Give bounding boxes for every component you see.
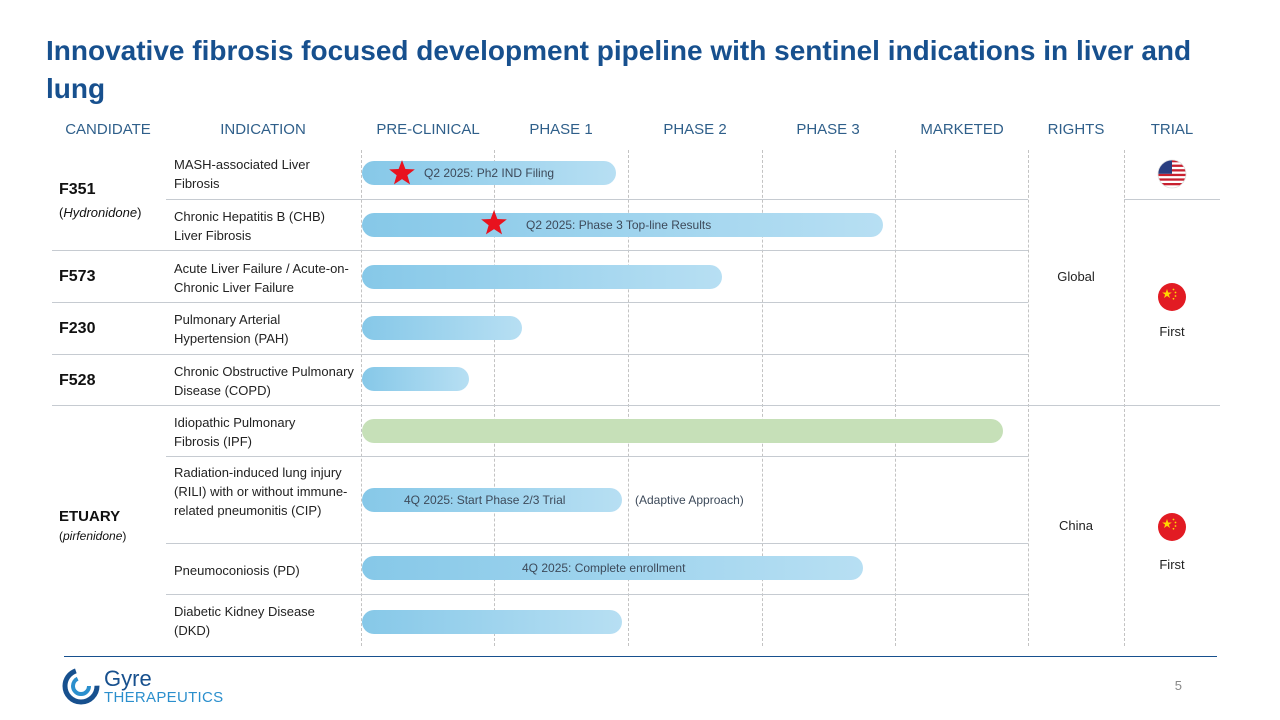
indication-alf: Acute Liver Failure / Acute-on-Chronic L… [174,261,349,295]
indication-ipf: Idiopathic Pulmonary Fibrosis (IPF) [174,415,296,449]
indication-chb: Chronic Hepatitis B (CHB) Liver Fibrosis [174,209,325,243]
progress-bar-copd [362,367,469,391]
row-divider [52,250,1028,251]
footer-divider [64,656,1217,657]
candidate-f351-generic: Hydronidone [63,205,138,220]
divider-phase1 [494,150,495,646]
header-rights: RIGHTS [1047,121,1105,138]
milestone-label: 4Q 2025: Complete enrollment [522,561,686,575]
row-divider [1124,199,1220,200]
header-phase2: PHASE 2 [663,121,727,138]
adaptive-approach-note: (Adaptive Approach) [635,493,744,507]
brand-name: Gyre [104,666,152,691]
row-divider [52,354,1028,355]
candidate-f351: F351 [59,181,96,198]
indication-copd: Chronic Obstructive Pulmonary Disease (C… [174,364,354,398]
progress-bar-ipf [362,419,1003,443]
star-icon [481,210,507,235]
header-preclinical: PRE-CLINICAL [376,121,480,138]
trial-first-label: First [1159,557,1185,572]
candidate-etuary-subtitle: (pirfenidone) [59,529,127,543]
header-marketed: MARKETED [920,121,1004,138]
indication-pah: Pulmonary Arterial Hypertension (PAH) [174,312,289,346]
star-icon [389,160,415,185]
divider-phase2 [628,150,629,646]
progress-bar-alf [362,265,722,289]
divider-trial [1124,150,1125,646]
rights-china: China [1059,518,1093,533]
progress-bar-pd: 4Q 2025: Complete enrollment [362,556,863,580]
divider-preclinical [361,150,362,646]
china-flag-icon [1158,513,1186,541]
indication-dkd: Diabetic Kidney Disease (DKD) [174,604,315,638]
header-indication: INDICATION [220,121,306,138]
progress-bar-dkd [362,610,622,634]
candidate-etuary-generic: pirfenidone [63,529,123,543]
us-flag-icon [1157,159,1187,189]
header-phase1: PHASE 1 [529,121,593,138]
page-title: Innovative fibrosis focused development … [46,35,1192,104]
indication-rili: Radiation-induced lung injury (RILI) wit… [174,465,348,518]
milestone-label: Q2 2025: Ph2 IND Filing [424,166,555,180]
indication-pd: Pneumoconiosis (PD) [174,563,300,578]
progress-bar-chb: Q2 2025: Phase 3 Top-line Results [362,213,883,237]
divider-rights [1028,150,1029,646]
row-divider [166,199,1028,200]
progress-bar-pah [362,316,522,340]
candidate-f528: F528 [59,372,96,389]
gyre-logo-icon [62,667,100,705]
indication-mash: MASH-associated Liver Fibrosis [174,157,310,191]
divider-phase3 [762,150,763,646]
candidate-f351-subtitle: (Hydronidone) [59,205,142,220]
header-phase3: PHASE 3 [796,121,860,138]
divider-marketed [895,150,896,646]
milestone-label: 4Q 2025: Start Phase 2/3 Trial [404,493,566,507]
progress-bar-rili: 4Q 2025: Start Phase 2/3 Trial [362,488,622,512]
header-candidate: CANDIDATE [65,121,151,138]
brand-tagline: THERAPEUTICS [104,689,224,706]
rights-global: Global [1057,269,1095,284]
page-number: 5 [1174,678,1182,693]
china-flag-icon [1158,283,1186,311]
milestone-label: Q2 2025: Phase 3 Top-line Results [526,218,712,232]
row-divider [52,405,1220,406]
candidate-etuary: ETUARY [59,508,121,525]
candidate-f230: F230 [59,320,96,337]
row-divider [166,456,1028,457]
header-trial: TRIAL [1150,121,1194,138]
candidate-f573: F573 [59,268,96,285]
row-divider [166,543,1028,544]
row-divider [166,594,1028,595]
trial-first-label: First [1159,324,1185,339]
row-divider [52,302,1028,303]
